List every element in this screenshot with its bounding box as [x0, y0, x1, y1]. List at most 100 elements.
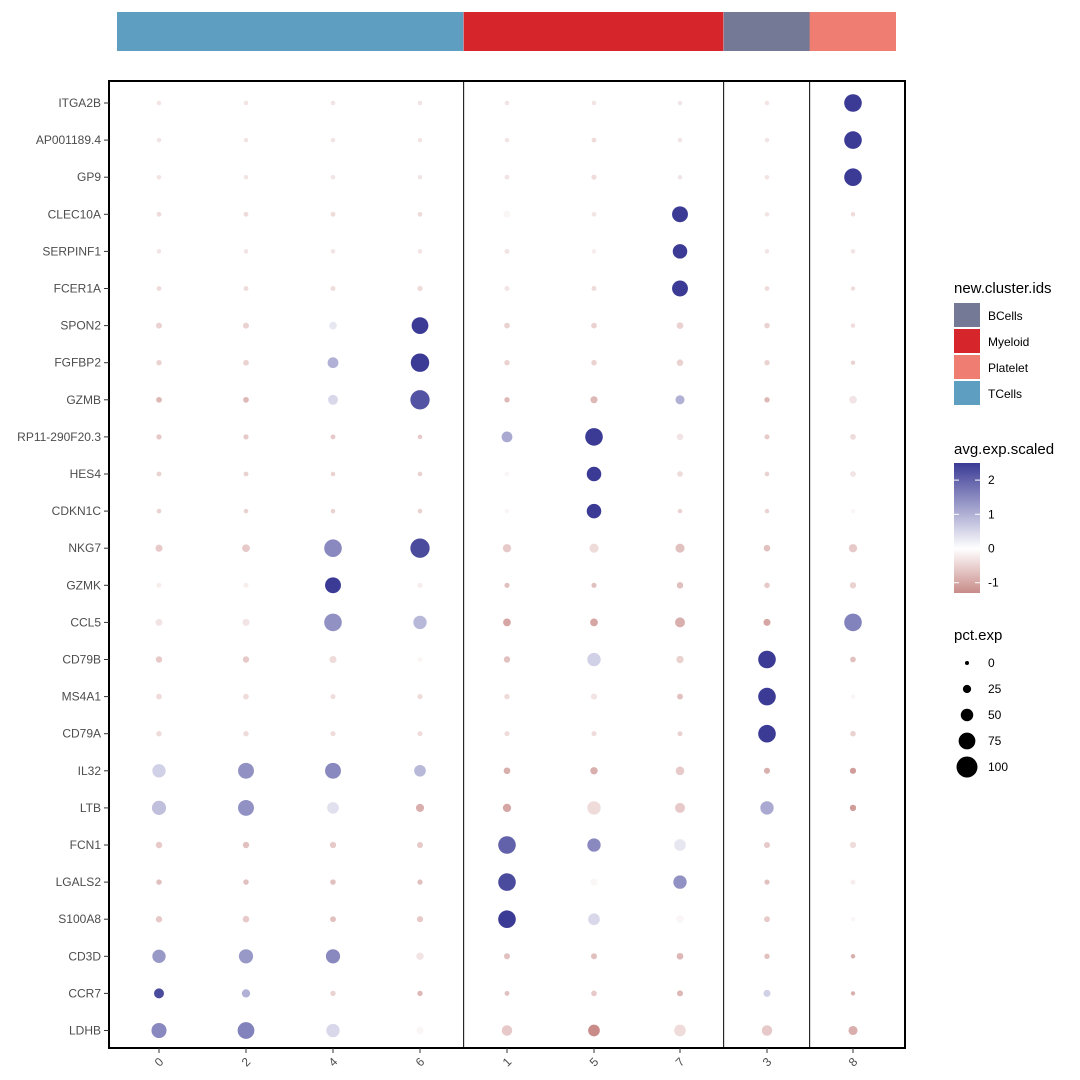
annotation-segment-bcells: [723, 12, 811, 51]
plot-panel: [108, 80, 906, 1049]
dot-cd3d-cluster-5: [590, 953, 598, 960]
dot-hes4-cluster-3: [764, 471, 770, 477]
dot-cd79b-cluster-8: [850, 656, 856, 663]
dot-hes4-cluster-0: [156, 471, 162, 477]
dot-nkg7-cluster-3: [763, 544, 771, 552]
dot-ap001189.4-cluster-6: [417, 137, 423, 143]
gene-label: LTB: [80, 801, 101, 815]
dot-lgals2-cluster-3: [764, 879, 770, 885]
dot-gzmb-cluster-2: [243, 396, 249, 403]
gene-label: CD79B: [62, 653, 101, 667]
dot-fcer1a-cluster-7: [672, 280, 688, 297]
size-legend-dot: [960, 708, 974, 722]
dot-ltb-cluster-7: [675, 802, 685, 813]
dot-cd3d-cluster-1: [503, 953, 511, 960]
dot-s100a8-cluster-4: [330, 916, 336, 923]
dot-hes4-cluster-7: [677, 471, 683, 477]
gene-label: FCN1: [70, 838, 102, 852]
dot-cd79b-cluster-4: [329, 655, 337, 664]
dot-itga2b-cluster-0: [156, 100, 162, 106]
dot-ccr7-cluster-4: [330, 990, 336, 997]
annotation-segment-myeloid: [463, 12, 724, 51]
dot-ccl5-cluster-2: [242, 618, 250, 626]
dot-rp11-290f20.3-cluster-2: [243, 434, 249, 440]
dot-nkg7-cluster-5: [589, 543, 599, 553]
dot-ltb-cluster-3: [760, 801, 774, 815]
gene-label: CD3D: [68, 949, 101, 963]
dot-serpinf1-cluster-7: [672, 244, 688, 259]
dot-fcer1a-cluster-8: [850, 286, 856, 291]
colorbar-tick-label: 0: [988, 542, 995, 556]
gene-label: CDKN1C: [52, 504, 102, 518]
panel-border: [108, 80, 906, 1049]
dot-gzmk-cluster-0: [156, 582, 162, 588]
dot-cdkn1c-cluster-5: [586, 503, 602, 519]
dot-ap001189.4-cluster-0: [156, 137, 162, 143]
dot-fcn1-cluster-5: [587, 838, 601, 852]
dot-itga2b-cluster-6: [417, 100, 423, 106]
size-legend-label: 0: [988, 656, 995, 670]
dot-nkg7-cluster-6: [410, 538, 430, 558]
dot-fcn1-cluster-8: [849, 841, 857, 849]
dot-ldhb-cluster-0: [151, 1022, 167, 1039]
dot-hes4-cluster-4: [330, 471, 336, 477]
colorbar: [954, 463, 980, 593]
size-legend-label: 50: [988, 708, 1002, 722]
dot-serpinf1-cluster-5: [591, 249, 597, 254]
color-legend-title: avg.exp.scaled: [954, 441, 1054, 458]
dot-s100a8-cluster-5: [588, 913, 600, 926]
dot-clec10a-cluster-5: [591, 211, 597, 217]
dot-cd79a-cluster-5: [591, 731, 597, 737]
dot-gp9-cluster-7: [677, 174, 683, 180]
dot-itga2b-cluster-2: [243, 100, 249, 106]
dot-ltb-cluster-1: [502, 803, 512, 813]
dot-clec10a-cluster-6: [417, 211, 423, 217]
dot-spon2-cluster-3: [764, 322, 770, 329]
dot-spon2-cluster-0: [155, 322, 163, 329]
dot-hes4-cluster-6: [417, 471, 423, 477]
dot-il32-cluster-0: [152, 764, 166, 778]
dot-serpinf1-cluster-4: [330, 249, 336, 254]
dot-ldhb-cluster-1: [501, 1025, 513, 1036]
dot-spon2-cluster-4: [329, 321, 337, 330]
group-legend-title: new.cluster.ids: [954, 280, 1052, 297]
dot-serpinf1-cluster-0: [156, 249, 162, 254]
dot-gzmk-cluster-4: [325, 577, 341, 594]
dot-nkg7-cluster-1: [502, 544, 512, 553]
dot-il32-cluster-8: [849, 767, 857, 774]
gene-label: CCL5: [70, 615, 101, 629]
dot-fcer1a-cluster-5: [591, 285, 597, 292]
dot-serpinf1-cluster-6: [417, 249, 423, 254]
dot-spon2-cluster-6: [411, 317, 429, 334]
dot-itga2b-cluster-3: [764, 100, 770, 106]
dot-cd3d-cluster-2: [238, 949, 254, 964]
dot-cd79b-cluster-1: [503, 656, 511, 663]
cluster-label: 1: [500, 1054, 515, 1069]
legend-swatch-bcells: [954, 303, 980, 327]
dot-hes4-cluster-8: [850, 471, 856, 477]
dot-spon2-cluster-1: [504, 322, 510, 329]
dot-gzmk-cluster-2: [243, 582, 249, 588]
dot-ms4a1-cluster-6: [417, 694, 423, 700]
dot-cd3d-cluster-4: [325, 949, 341, 964]
dot-cd79a-cluster-6: [417, 731, 423, 737]
gene-label: IL32: [78, 764, 102, 778]
dot-ltb-cluster-4: [327, 802, 339, 814]
dot-cd79b-cluster-2: [242, 656, 250, 663]
dot-ccr7-cluster-2: [241, 989, 251, 998]
dot-serpinf1-cluster-3: [764, 249, 770, 254]
dot-clec10a-cluster-0: [156, 211, 162, 217]
annotation-segment-platelet: [809, 12, 896, 51]
color-legend: avg.exp.scaled 2 1 0 -1: [954, 441, 1054, 593]
dot-spon2-cluster-2: [242, 322, 250, 329]
dot-ldhb-cluster-3: [761, 1025, 773, 1036]
dot-fcer1a-cluster-4: [330, 286, 336, 291]
cluster-label: 4: [326, 1054, 341, 1069]
dot-s100a8-cluster-0: [155, 916, 163, 923]
dot-cd79b-cluster-7: [676, 655, 684, 664]
dot-gzmk-cluster-5: [591, 582, 597, 588]
dot-lgals2-cluster-8: [850, 879, 856, 885]
size-legend-title: pct.exp: [954, 627, 1002, 644]
x-axis: 0 2 4 6 1 5 7 3 8: [152, 1048, 861, 1069]
dot-gzmk-cluster-3: [764, 582, 770, 589]
